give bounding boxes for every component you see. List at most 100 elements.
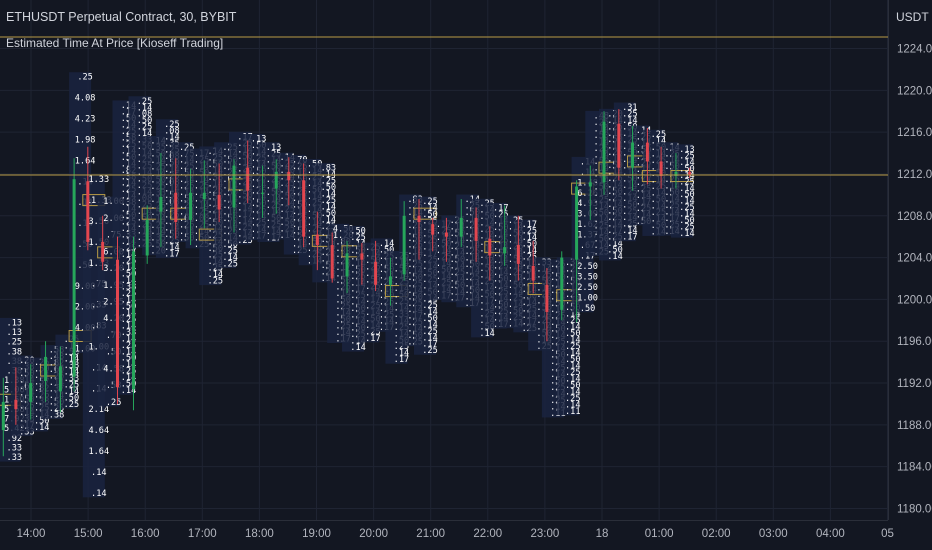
profile-value-label: .14 (64, 368, 80, 378)
profile-value-label: .50 (34, 416, 50, 426)
profile-value-label: .25 (422, 197, 438, 207)
profile-value-label: .14 (379, 239, 395, 249)
price-tick-label: 1216.00 (897, 127, 932, 139)
profile-value-label: .50 (422, 314, 438, 324)
candle-body-down (688, 171, 692, 175)
profile-value-label: .25 (321, 196, 337, 206)
profile-value-label: .14 (622, 116, 638, 126)
profile-value-label: .50 (321, 183, 337, 193)
profile-value-label: .08 (164, 126, 180, 136)
time-tick-label: 19:00 (302, 528, 331, 540)
time-axis: 14:00 15:00 16:00 17:00 18:00 19:00 20:00 21:00… (0, 520, 894, 540)
profile-value-label: .14 (64, 355, 80, 365)
profile-value-label: 1.64 (88, 447, 109, 457)
profile-value-label: 2.14 (88, 405, 109, 415)
profile-value-label: .50 (522, 240, 538, 250)
profile-value-label: .14 (121, 250, 137, 260)
profile-value-label: .14 (679, 210, 695, 220)
profile-value-label: .14 (394, 349, 410, 359)
profile-value-label: .25 (350, 233, 366, 243)
profile-value-label: .14 (422, 320, 438, 330)
price-tick-label: 1212.00 (897, 169, 932, 181)
candle-body-up (459, 217, 463, 237)
profile-value-label: .17 (422, 340, 438, 350)
profile-value-label: .50 (565, 355, 581, 365)
profile-value-label: .25 (422, 301, 438, 311)
indicator-name[interactable]: Estimated Time At Price [Kioseff Trading… (6, 36, 224, 50)
profile-value-label: .25 (493, 210, 509, 220)
time-tick-label: 05 (881, 528, 894, 540)
profile-value-label: .50 (379, 245, 395, 255)
profile-value-label: .14 (121, 263, 137, 273)
candle-body-up (261, 192, 265, 194)
profile-value-label: .25 (651, 130, 667, 140)
profile-value-label: .14 (607, 252, 623, 262)
profile-value-label: 2.50 (577, 283, 598, 293)
profile-value-label: .11 (565, 407, 581, 417)
profile-value-label: .25 (64, 400, 80, 410)
profile-value-label: .50 (121, 354, 137, 364)
poc-highlight (670, 170, 694, 183)
profile-value-label: .14 (679, 184, 695, 194)
price-tick-label: 1184.00 (897, 462, 932, 474)
candle-body-up (602, 121, 606, 183)
time-tick-label: 20:00 (359, 528, 388, 540)
candle-body-up (402, 215, 406, 275)
profile-value-label: .14 (479, 329, 495, 339)
candle-body-down (531, 265, 535, 281)
candle-body-up (560, 257, 564, 310)
profile-value-label: .38 (7, 347, 23, 357)
candle-body-up (388, 276, 392, 285)
profile-value-label: .14 (121, 276, 137, 286)
candle-body-up (345, 253, 349, 277)
candle-body-down (287, 171, 291, 181)
profile-value-label: .17 (493, 203, 509, 213)
profile-value-label: .17 (394, 355, 410, 365)
profile-value-label: .50 (121, 269, 137, 279)
profile-value-label: .25 (77, 73, 93, 83)
poc-highlight (413, 207, 437, 220)
profile-value-label: .50 (607, 245, 623, 255)
currency-unit-label: USDT (896, 10, 929, 24)
candle-body-down (246, 167, 250, 191)
candle-body-up (131, 251, 135, 390)
profile-value-label: .08 (137, 110, 153, 120)
candle-body-up (189, 192, 193, 220)
time-tick-label: 15:00 (74, 528, 103, 540)
profile-value-label: .50 (679, 190, 695, 200)
profile-value-label: .25 (565, 316, 581, 326)
profile-value-label: .25 (121, 367, 137, 377)
candle-body-down (217, 194, 221, 210)
profile-value-label: .25 (164, 120, 180, 130)
profile-value-label: .13 (679, 145, 695, 155)
profile-value-label: .50 (222, 240, 238, 250)
candle-body-up (145, 219, 149, 256)
candle-body-up (674, 171, 678, 177)
profile-value-label: .38 (121, 282, 137, 292)
profile-value-label: .14 (121, 334, 137, 344)
profile-value-label: .25 (679, 151, 695, 161)
time-tick-label: 18 (596, 528, 609, 540)
candle-body-down (330, 245, 334, 279)
profile-value-label: .14 (679, 197, 695, 207)
price-tick-label: 1188.00 (897, 420, 932, 432)
profile-value-label: 4.64 (88, 426, 109, 436)
profile-value-label: .14 (208, 270, 224, 280)
profile-value-label: .13 (266, 143, 282, 153)
profile-value-label: 4.23 (75, 115, 96, 125)
candle-body-down (431, 224, 435, 235)
candle-body-down (474, 217, 478, 241)
time-tick-label: 16:00 (131, 528, 160, 540)
price-tick-label: 1204.00 (897, 253, 932, 265)
profile-value-label: .14 (422, 333, 438, 343)
profile-value-label: 1.00 (577, 293, 598, 303)
candle-body-down (488, 238, 492, 256)
profile-value-label: .14 (34, 423, 50, 433)
candle-body-down (444, 232, 448, 237)
time-tick-label: 21:00 (416, 528, 445, 540)
profile-value-label: .14 (321, 190, 337, 200)
symbol-title[interactable]: ETHUSDT Perpetual Contract, 30, BYBIT (6, 10, 237, 24)
horizontal-lines (0, 36, 888, 176)
